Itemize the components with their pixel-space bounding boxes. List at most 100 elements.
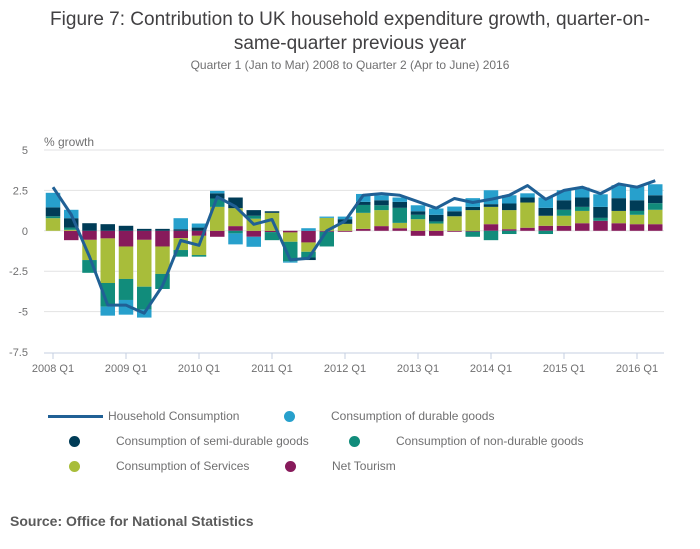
bar-segment-non-durable <box>538 230 553 235</box>
bar-segment-services <box>575 210 590 224</box>
x-tick-label: 2008 Q1 <box>32 363 74 375</box>
bar-segment-services <box>538 215 553 226</box>
bar-segment-tourism <box>648 224 663 231</box>
x-tick-label: 2013 Q1 <box>397 363 439 375</box>
bar-segment-services <box>410 219 426 231</box>
x-tick-label: 2010 Q1 <box>178 363 220 375</box>
circle-swatch-icon <box>69 435 80 447</box>
bar-segment-semi-durable <box>410 211 426 215</box>
bar-segment-tourism <box>429 230 444 236</box>
circle-swatch-icon <box>349 435 360 447</box>
legend-item-non-durable[interactable]: Consumption of non-durable goods <box>349 434 583 448</box>
bar-segment-services <box>611 210 626 224</box>
bar-segment-services <box>356 212 371 229</box>
bar-segment-non-durable <box>118 278 134 300</box>
bar-segment-tourism <box>301 230 316 243</box>
bar-segment-semi-durable <box>173 229 188 231</box>
bar-segment-tourism <box>611 223 626 231</box>
bar-segment-durable <box>301 228 316 231</box>
bar-segment-non-durable <box>191 255 207 257</box>
bar-segment-tourism <box>593 220 608 231</box>
bar-segment-tourism <box>629 224 645 231</box>
bar-segment-durable <box>228 233 243 245</box>
legend-item-durable[interactable]: Consumption of durable goods <box>284 409 494 423</box>
y-tick-label: 2.5 <box>13 185 28 197</box>
bar-segment-tourism <box>520 227 535 231</box>
bar-segment-semi-durable <box>118 225 134 231</box>
x-tick-label: 2014 Q1 <box>470 363 512 375</box>
legend-label: Consumption of non-durable goods <box>396 434 584 448</box>
bar-segment-services <box>502 210 517 230</box>
bar-segment-durable <box>374 195 389 201</box>
bar-segment-semi-durable <box>538 207 553 216</box>
bar-segment-semi-durable <box>374 200 389 206</box>
legend-item-semi-durable[interactable]: Consumption of semi-durable goods <box>69 434 309 448</box>
bar-segment-tourism <box>538 225 553 231</box>
legend-item-services[interactable]: Consumption of Services <box>69 459 249 473</box>
bar-segment-durable <box>210 190 225 194</box>
chart-title: Figure 7: Contribution to UK household e… <box>0 8 700 56</box>
bar-segment-tourism <box>483 224 499 231</box>
bar-segment-non-durable <box>629 210 645 215</box>
x-tick-label: 2016 Q1 <box>616 363 658 375</box>
bar-segment-non-durable <box>410 214 426 220</box>
x-axis: 2008 Q1 2009 Q1 2010 Q1 2011 Q1 2012 Q1 2013 … <box>32 352 664 375</box>
y-tick-label: 0 <box>22 226 28 238</box>
bar-segment-services <box>648 209 663 225</box>
x-tick-label: 2009 Q1 <box>105 363 147 375</box>
bar-segment-tourism <box>374 226 389 231</box>
legend-item-net-tourism[interactable]: Net Tourism <box>285 459 396 473</box>
y-tick-label: -2.5 <box>9 266 28 278</box>
bar-segment-non-durable <box>356 204 371 213</box>
bar-segment-durable <box>629 186 645 201</box>
bar-segment-non-durable <box>264 232 280 241</box>
bar-segment-durable <box>191 223 207 228</box>
bar-segment-services <box>118 246 134 279</box>
bar-segment-durable <box>502 195 517 204</box>
chart-title-line-2: same-quarter previous year <box>233 33 467 54</box>
bar-segment-tourism <box>283 230 298 233</box>
bar-segment-tourism <box>100 230 115 239</box>
x-tick-label: 2011 Q1 <box>251 363 292 375</box>
bar-segment-durable <box>520 193 535 198</box>
bar-segment-durable <box>648 184 663 196</box>
bar-segment-durable <box>447 206 462 212</box>
bar-segment-semi-durable <box>356 201 371 205</box>
source-note: Source: Office for National Statistics <box>10 513 254 529</box>
bar-segment-non-durable <box>228 230 243 234</box>
bar-segment-non-durable <box>593 217 608 221</box>
bar-segment-semi-durable <box>429 214 444 222</box>
bar-segment-semi-durable <box>465 206 480 211</box>
bar-segment-durable <box>337 216 353 220</box>
household-consumption-line-group <box>51 179 656 315</box>
circle-swatch-icon <box>284 410 295 422</box>
bar-segment-non-durable <box>556 209 572 216</box>
bar-segment-non-durable <box>374 205 389 211</box>
x-tick-label: 2015 Q1 <box>543 363 585 375</box>
y-tick-label: -5 <box>18 307 28 319</box>
circle-swatch-icon <box>285 460 296 472</box>
bar-segment-tourism <box>264 230 280 233</box>
bar-segment-services <box>520 202 535 228</box>
bar-segment-semi-durable <box>593 206 608 218</box>
bar-segment-tourism <box>556 225 572 231</box>
bar-segment-durable <box>246 236 261 247</box>
bar-segment-durable <box>575 187 590 198</box>
bar-segment-services <box>64 229 79 231</box>
bar-segment-tourism <box>410 230 426 236</box>
bar-segment-services <box>210 206 225 231</box>
legend-label: Consumption of semi-durable goods <box>116 434 309 448</box>
legend-item-household-consumption[interactable]: Household Consumption <box>48 409 239 423</box>
bar-segment-non-durable <box>392 207 407 223</box>
bar-segment-semi-durable <box>246 210 261 216</box>
bar-segment-semi-durable <box>392 201 407 208</box>
bar-segment-tourism <box>392 228 407 231</box>
bar-segment-services <box>283 232 298 242</box>
bar-segment-semi-durable <box>45 207 61 217</box>
line-swatch-icon <box>48 414 103 418</box>
bar-segment-services <box>447 216 462 231</box>
bar-segment-tourism <box>173 230 188 239</box>
bar-segment-durable <box>538 197 553 208</box>
bar-segment-tourism <box>337 230 353 232</box>
bar-segment-durable <box>392 197 407 202</box>
